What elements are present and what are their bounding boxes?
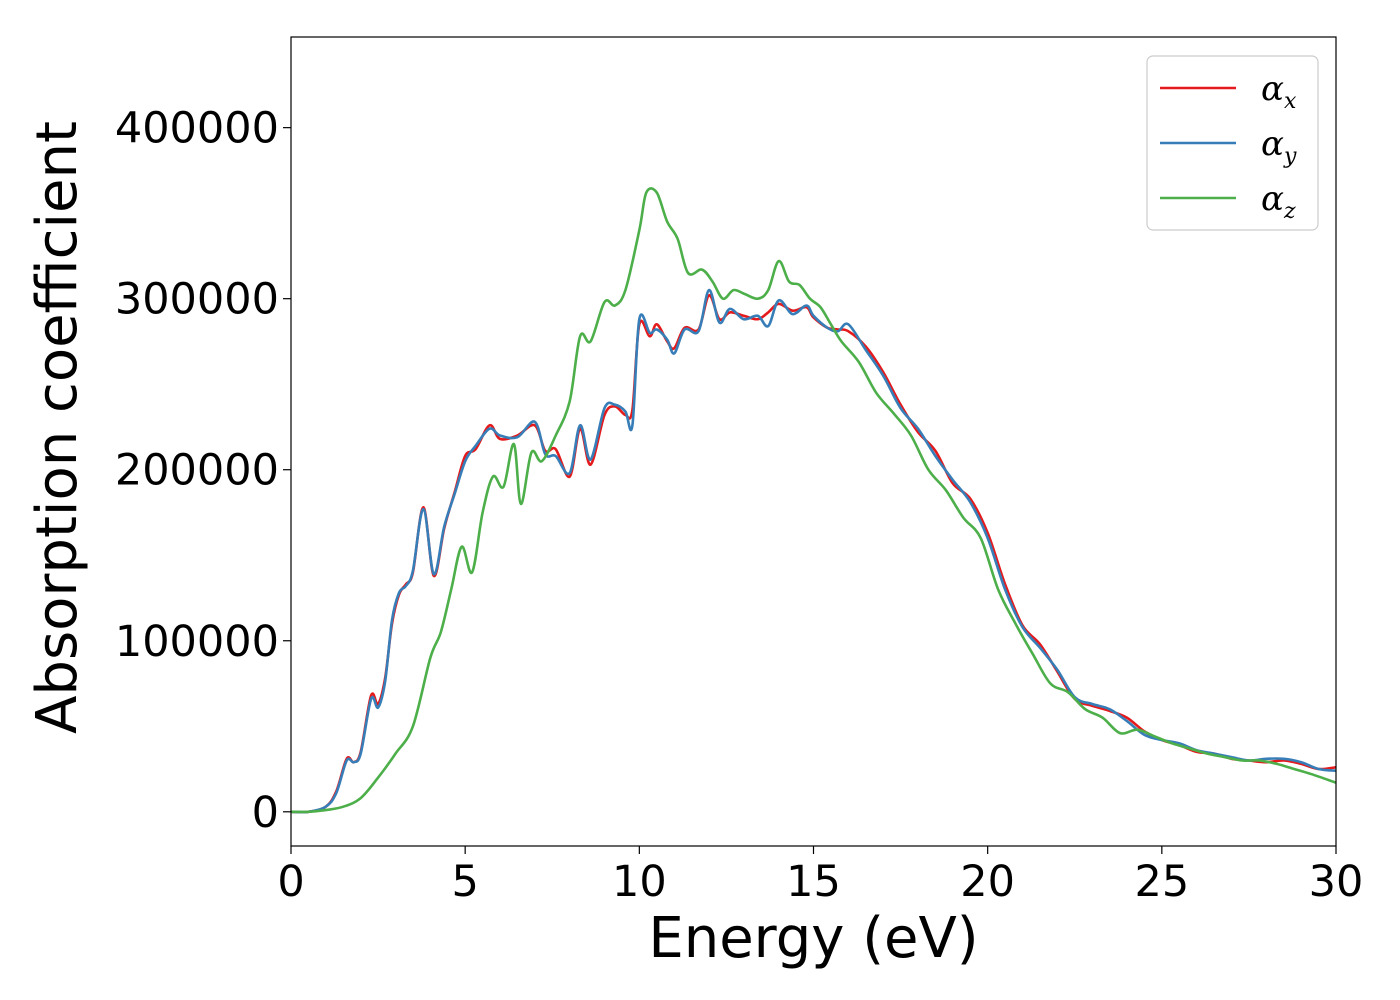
- y-tick-label: 100000: [115, 617, 279, 667]
- y-tick-label: 200000: [115, 446, 279, 496]
- x-tick-label: 20: [960, 857, 1015, 907]
- x-tick-label: 10: [612, 857, 667, 907]
- x-tick-label: 25: [1134, 857, 1189, 907]
- series-line-alpha-x: [291, 293, 1336, 814]
- series-line-alpha-y: [291, 288, 1336, 814]
- x-tick-label: 30: [1309, 857, 1364, 907]
- x-axis-ticks: 0 5 10 15 20 25 30: [277, 846, 1363, 907]
- y-axis-ticks: 0 100000 200000 300000 400000: [115, 104, 291, 838]
- series-layer: [291, 187, 1336, 814]
- x-tick-label: 0: [277, 857, 304, 907]
- x-tick-label: 5: [451, 857, 478, 907]
- y-tick-label: 400000: [115, 104, 279, 154]
- series-line-alpha-z: [291, 187, 1336, 814]
- x-axis-title: Energy (eV): [648, 906, 978, 971]
- y-axis-title: Absorption coefficient: [25, 121, 90, 734]
- y-tick-label: 300000: [115, 275, 279, 325]
- y-tick-label: 0: [252, 788, 279, 838]
- x-tick-label: 15: [786, 857, 841, 907]
